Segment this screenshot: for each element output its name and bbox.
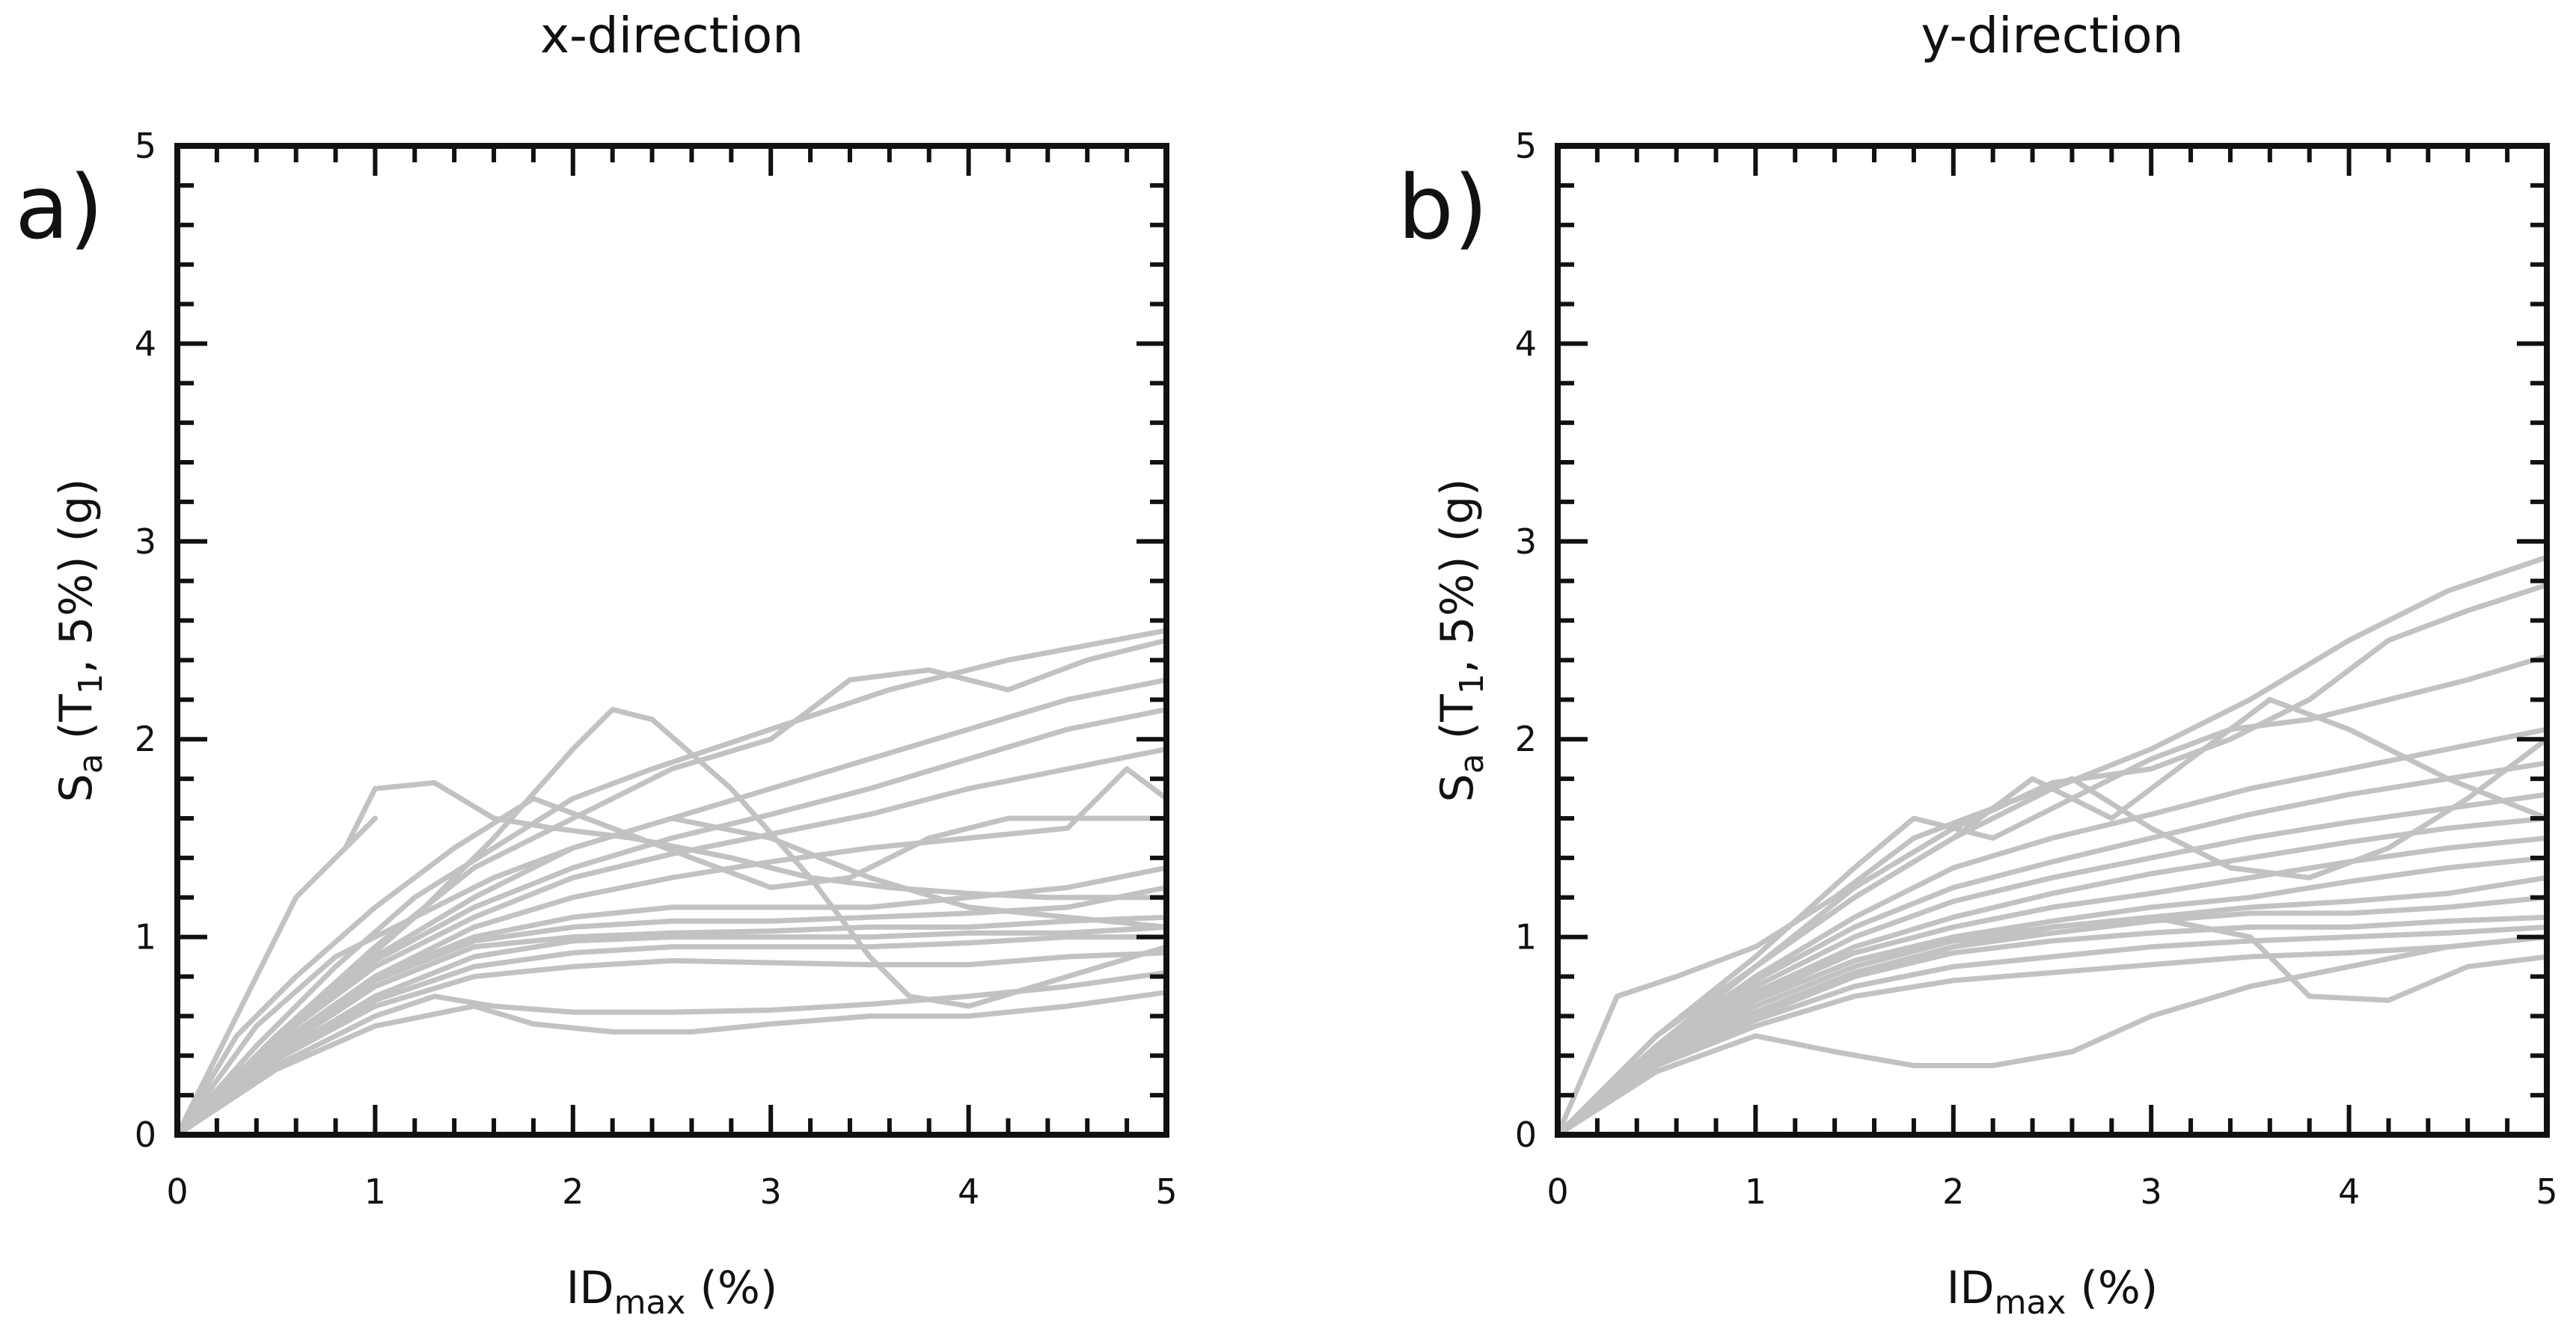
panel-a-series-15 [174,969,1169,1138]
panel-a-tick-labels: 0 1 2 3 4 5 0 1 2 3 4 5 [135,126,1178,1212]
panel-b-y-tick-label: 0 [1515,1115,1537,1155]
panel-a-y-tick-label: 0 [135,1115,156,1155]
panel-a-x-tick-label: 3 [760,1171,782,1212]
panel-a-series-18 [174,815,1169,1138]
panel-a-x-tick-label: 5 [1155,1171,1177,1212]
panel-a-y-tick-label: 3 [135,521,156,562]
panel-b-x-axis-label: IDmax (%) [1947,1262,2159,1322]
panel-a-series-14 [174,950,1169,1138]
panel-a-x-tick-label: 4 [958,1171,979,1212]
panel-a-x-tick-label: 0 [166,1171,188,1212]
panel-a: x-direction a) 0 1 2 3 4 5 0 1 2 3 4 5 IDmax (%) Sa… [15,7,1178,1322]
panel-a-series-7 [174,746,1169,1138]
panel-a-y-axis-label: Sa (T1, 5%) (g) [50,479,110,803]
panel-b-series-8 [1555,815,2550,1138]
panel-a-x-axis-label: IDmax (%) [566,1262,778,1322]
panel-b-x-tick-label: 0 [1546,1171,1568,1212]
panel-a-series-9 [174,865,1169,1138]
panel-b-y-tick-label: 1 [1515,917,1537,957]
panel-a-y-tick-label: 4 [135,323,156,364]
panel-a-series-12 [174,924,1169,1138]
panel-a-x-tick-label: 2 [562,1171,584,1212]
panel-a-x-tick-label: 1 [364,1171,386,1212]
panel-b-series-6 [1555,760,2550,1138]
panel-b-ticks [1555,144,2549,1137]
panel-a-y-tick-label: 1 [135,917,156,957]
panel-b-x-tick-label: 2 [1942,1171,1964,1212]
panel-b-series-10 [1555,855,2550,1138]
panel-b-frame [1555,143,2550,1138]
panel-b-y-tick-label: 2 [1515,719,1537,759]
panel-b-series-7 [1555,791,2550,1138]
panel-b-x-tick-label: 3 [2141,1171,2162,1212]
panel-a-series-6 [174,707,1169,1138]
panel-b-series-17 [1555,914,2550,1138]
panel-b-y-tick-label: 4 [1515,323,1537,364]
panel-a-y-tick-label: 2 [135,719,156,759]
panel-b-y-tick-label: 3 [1515,521,1537,562]
panel-b-tick-labels: 0 1 2 3 4 5 0 1 2 3 4 5 [1515,126,2558,1212]
panel-a-frame [174,143,1169,1138]
panel-a-y-tick-label: 5 [135,126,156,166]
panel-b-x-tick-label: 5 [2536,1171,2557,1212]
panel-b-label: b) [1398,156,1488,259]
panel-a-series-2 [174,628,1169,1138]
panel-a-series-3 [174,707,1169,1138]
panel-a-curves [174,628,1169,1138]
panel-b-x-tick-label: 1 [1745,1171,1766,1212]
panel-b: y-direction b) 0 1 2 3 4 5 0 1 2 3 4 5 IDmax (%) Sa… [1398,7,2558,1322]
panel-a-series-11 [174,914,1169,1138]
panel-a-series-16 [174,990,1169,1138]
panel-b-series-18 [1555,736,2550,1138]
panel-a-title: x-direction [540,7,804,64]
panel-a-series-13 [174,934,1169,1138]
panel-b-series-16 [1555,934,2550,1138]
panel-a-ticks [175,144,1169,1137]
panel-a-series-4 [174,637,1169,1138]
panel-b-curves [1555,554,2550,1138]
panel-a-label: a) [15,156,103,259]
panel-b-y-axis-label: Sa (T1, 5%) (g) [1431,479,1491,803]
panel-b-series-15 [1555,934,2550,1138]
panel-b-y-tick-label: 5 [1515,126,1537,166]
panel-b-x-tick-label: 4 [2338,1171,2360,1212]
panel-a-series-17 [174,796,1169,1138]
panel-b-title: y-direction [1921,7,2184,64]
panel-b-series-9 [1555,835,2550,1138]
panel-b-series-4 [1555,696,2550,1138]
